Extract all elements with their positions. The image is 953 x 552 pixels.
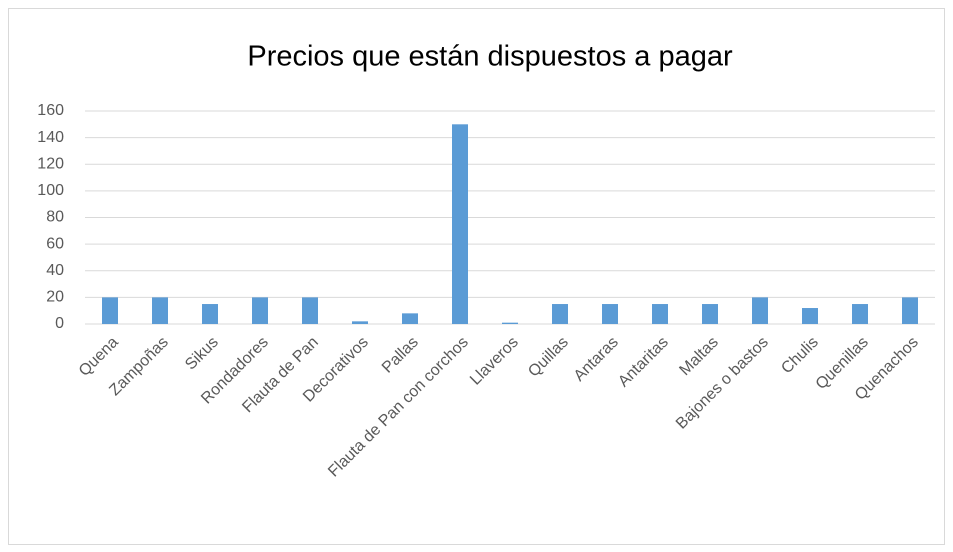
bar xyxy=(152,297,168,324)
y-tick-label: 60 xyxy=(46,235,64,252)
chart-title: Precios que están dispuestos a pagar xyxy=(247,41,733,73)
bar xyxy=(352,321,368,324)
bar xyxy=(452,124,468,324)
bar xyxy=(552,304,568,324)
bar xyxy=(502,322,518,324)
y-tick-label: 100 xyxy=(37,182,64,199)
bar xyxy=(252,297,268,324)
y-tick-label: 20 xyxy=(46,289,64,306)
bar xyxy=(852,304,868,324)
bar xyxy=(752,297,768,324)
y-tick-label: 160 xyxy=(37,102,64,119)
bar xyxy=(802,308,818,324)
bar xyxy=(402,313,418,324)
y-tick-label: 140 xyxy=(37,129,64,146)
bar xyxy=(602,304,618,324)
y-tick-label: 80 xyxy=(46,209,64,226)
bar xyxy=(902,297,918,324)
y-tick-label: 40 xyxy=(46,262,64,279)
bar xyxy=(702,304,718,324)
bar xyxy=(102,297,118,324)
bar xyxy=(302,297,318,324)
y-tick-label: 120 xyxy=(37,155,64,172)
y-tick-label: 0 xyxy=(55,315,64,332)
bar xyxy=(202,304,218,324)
bar xyxy=(652,304,668,324)
chart-border xyxy=(8,8,945,545)
